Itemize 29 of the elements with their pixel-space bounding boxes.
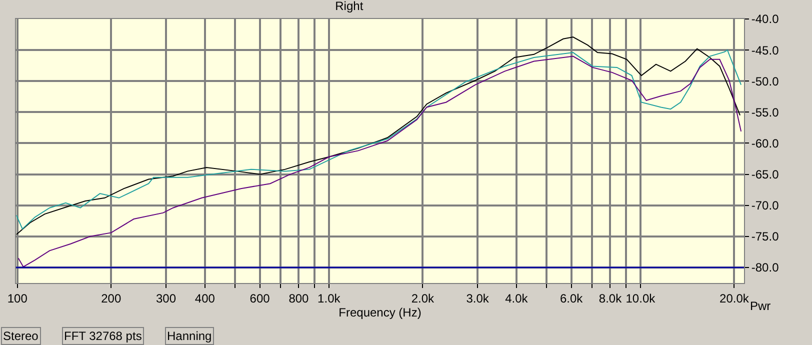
y-tick-label: -60.0 [751,136,780,150]
chart-title: Right [335,0,364,14]
x-tick-label: 6.0k [560,291,584,306]
x-tick-label: 4.0k [505,291,529,306]
x-tick-label: 100 [7,291,28,306]
y-tick-label: -70.0 [751,198,780,213]
y-tick-label: -80.0 [751,260,780,275]
x-tick-label: 800 [288,291,310,306]
x-tick-label: 600 [250,291,270,306]
x-tick-label: 8.0k [598,291,623,306]
y-tick-label: -55.0 [751,105,780,120]
y-tick-label: -50.0 [751,74,780,88]
x-tick-label: 2.0k [411,291,436,306]
x-tick-label: 300 [156,291,176,306]
y-tick-label: -45.0 [751,43,780,58]
x-tick-label: 10.0k [626,291,656,306]
x-tick-label: 200 [101,291,122,306]
text: Stereo [3,329,39,343]
x-tick-label: 20.0k [720,291,750,306]
x-tick-label: 3.0k [466,291,490,306]
x-tick-label: 400 [194,291,216,306]
y-tick-label: -40.0 [751,12,780,26]
y-tick-label: -75.0 [751,230,780,244]
x-axis-title: Frequency (Hz) [338,305,422,320]
x-tick-label: 1.0k [318,291,342,306]
text: FFT 32768 pts [64,329,142,343]
text: Hanning [167,329,212,343]
y-axis-title: Pwr [750,299,771,313]
y-tick-label: -65.0 [751,167,780,182]
